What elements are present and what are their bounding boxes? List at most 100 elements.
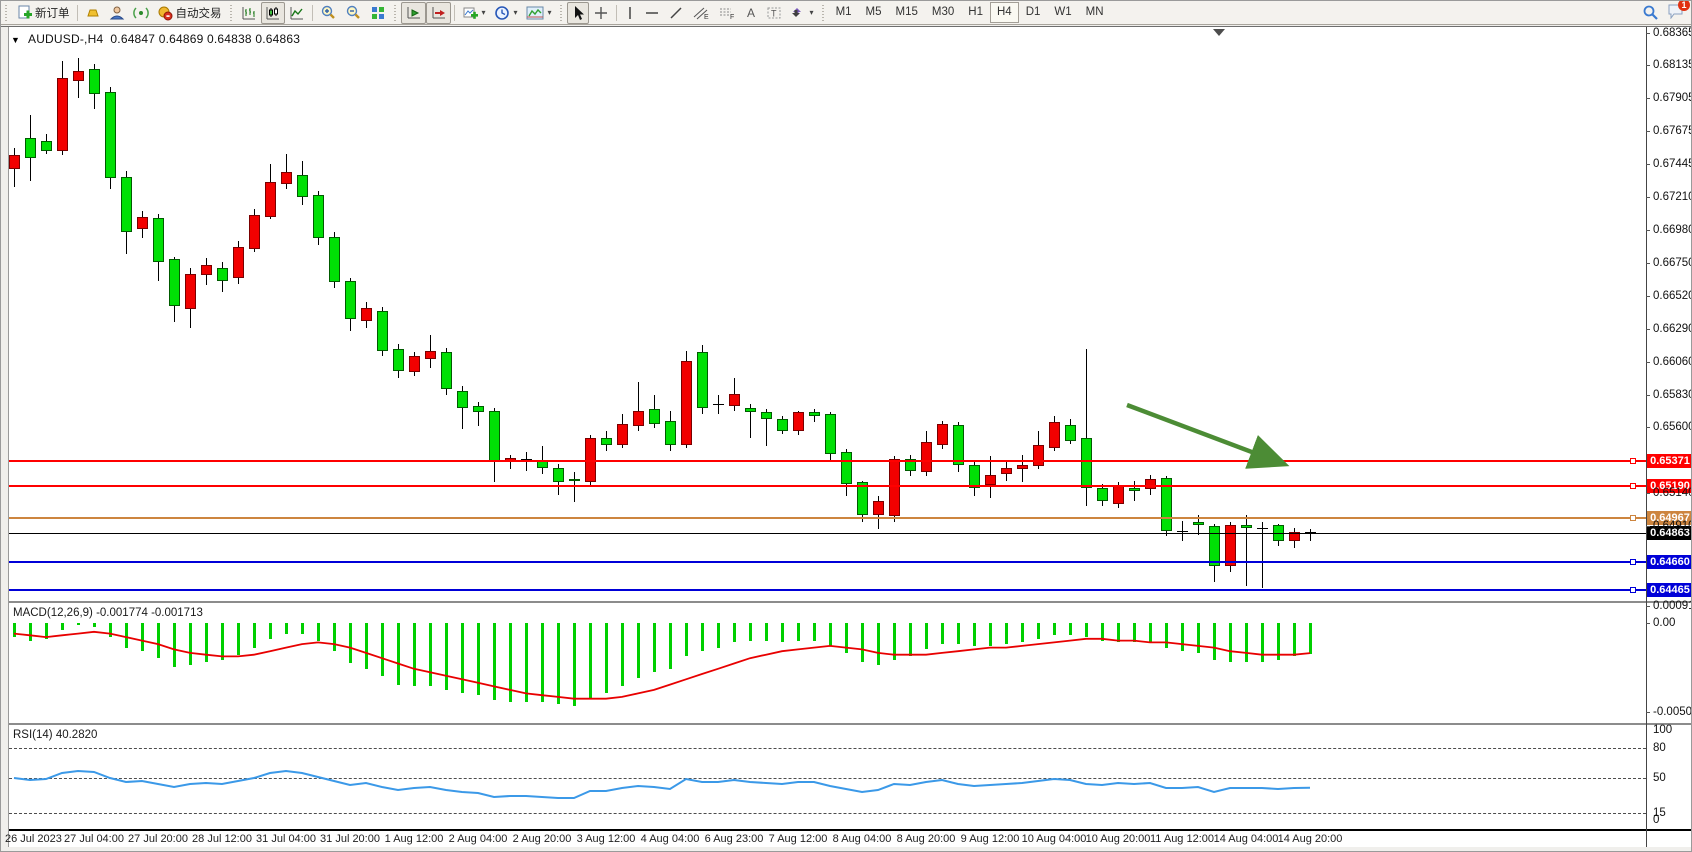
toolbar-grip[interactable] xyxy=(392,4,398,21)
macd-histogram-bar xyxy=(845,623,848,653)
tf-d1-button[interactable]: D1 xyxy=(1025,6,1041,18)
tf-m15-button[interactable]: M15 xyxy=(895,6,918,18)
toolbar-grip[interactable] xyxy=(4,4,9,21)
macd-histogram-bar xyxy=(221,623,224,660)
search-icon[interactable] xyxy=(1642,4,1659,21)
rsi-label: RSI(14) 40.2820 xyxy=(13,729,98,741)
cursor-icon xyxy=(574,5,584,20)
tf-m1-button[interactable]: M1 xyxy=(835,6,852,18)
time-label: 8 Aug 20:00 xyxy=(896,833,956,845)
svg-text:A: A xyxy=(747,6,755,20)
notification-count-badge: 1 xyxy=(1678,1,1690,11)
time-axis[interactable]: 26 Jul 2023 27 Jul 04:00 27 Jul 20:00 28 Ju… xyxy=(1,831,1646,847)
chart-shift-button[interactable] xyxy=(425,1,451,24)
candle xyxy=(153,217,164,263)
macd-tick-mark xyxy=(1646,712,1650,714)
macd-histogram-bar xyxy=(573,623,576,706)
price-axis[interactable]: 0.65371 0.65190 0.64967 0.64863 0.64660 0.644… xyxy=(1646,1,1691,851)
line-chart-button[interactable] xyxy=(285,2,309,24)
macd-histogram-bar xyxy=(941,623,944,645)
toolbar-grip[interactable] xyxy=(228,4,234,21)
candlestick-chart-button[interactable] xyxy=(260,1,285,24)
one-click-trading-toggle[interactable]: ▼ xyxy=(11,35,21,45)
candle-wick xyxy=(1134,480,1135,501)
line-handle[interactable] xyxy=(1630,559,1636,566)
template-icon xyxy=(526,6,544,19)
text-label-tool[interactable]: T xyxy=(762,2,786,24)
macd-histogram-bar xyxy=(557,623,560,704)
horizontal-line-0.64465[interactable] xyxy=(9,588,1646,591)
trendline-tool[interactable] xyxy=(664,2,688,24)
macd-histogram-bar xyxy=(637,623,640,678)
macd-histogram-bar xyxy=(301,623,304,634)
market-watch-button[interactable] xyxy=(81,2,105,24)
candle xyxy=(921,442,932,473)
price-pane[interactable] xyxy=(8,27,1647,601)
candle xyxy=(857,482,868,515)
macd-pane[interactable] xyxy=(8,603,1647,723)
fibonacci-tool[interactable]: F xyxy=(714,2,740,24)
price-tick-mark xyxy=(1646,525,1650,527)
channel-icon: E xyxy=(693,7,709,21)
chart-ohlc-values: 0.64847 0.64869 0.64838 0.64863 xyxy=(110,32,301,46)
bar-chart-button[interactable] xyxy=(237,2,261,24)
crosshair-button[interactable] xyxy=(589,2,613,24)
new-order-button[interactable]: 新订单 xyxy=(12,2,74,24)
vertical-line-tool[interactable] xyxy=(620,2,640,24)
time-label: 3 Aug 12:00 xyxy=(576,833,636,845)
equidistant-channel-tool[interactable]: E xyxy=(688,2,714,24)
cursor-button[interactable] xyxy=(566,1,589,24)
candle xyxy=(761,412,772,420)
axis-column xyxy=(1647,27,1691,847)
horizontal-line-0.64863[interactable] xyxy=(9,532,1646,534)
pane-separator-rsi[interactable] xyxy=(8,723,1691,725)
macd-histogram-bar xyxy=(413,623,416,687)
timeframe-menu-button[interactable]: ▾ xyxy=(490,2,522,24)
horizontal-line-0.64967[interactable] xyxy=(9,517,1646,520)
autotrading-button[interactable]: 自动交易 xyxy=(153,2,226,24)
tile-windows-button[interactable] xyxy=(366,2,390,24)
line-handle[interactable] xyxy=(1630,586,1636,593)
candle xyxy=(73,70,84,81)
arrows-tool[interactable]: ▾ xyxy=(786,2,818,24)
candle xyxy=(41,140,52,151)
auto-scroll-button[interactable] xyxy=(400,1,426,24)
toolbar-grip[interactable] xyxy=(820,4,826,21)
price-tick-mark xyxy=(1646,427,1650,429)
zoom-out-button[interactable] xyxy=(341,2,366,24)
navigator-button[interactable] xyxy=(105,2,129,24)
horizontal-line-tool[interactable] xyxy=(640,2,664,24)
text-tool[interactable]: A xyxy=(740,2,762,24)
tf-w1-button[interactable]: W1 xyxy=(1054,6,1072,18)
line-handle[interactable] xyxy=(1630,515,1636,522)
tf-m30-button[interactable]: M30 xyxy=(931,6,955,18)
price-tick-mark xyxy=(1646,98,1650,100)
zoom-in-button[interactable] xyxy=(316,2,341,24)
macd-histogram-bar xyxy=(973,623,976,646)
macd-histogram-bar xyxy=(253,623,256,648)
tf-h4-button[interactable]: H4 xyxy=(989,2,1019,23)
indicators-button[interactable]: ▾ xyxy=(458,2,490,24)
pane-separator-macd[interactable] xyxy=(8,601,1691,603)
time-label: 1 Aug 12:00 xyxy=(384,833,444,845)
templates-button[interactable]: ▾ xyxy=(522,2,556,24)
horizontal-line-0.64660[interactable] xyxy=(9,561,1646,564)
tf-h1-button[interactable]: H1 xyxy=(968,6,983,18)
candle xyxy=(217,267,228,281)
chart-shift-marker[interactable] xyxy=(1213,29,1225,36)
tf-m5-button[interactable]: M5 xyxy=(865,6,882,18)
signals-button[interactable] xyxy=(129,2,153,24)
line-handle[interactable] xyxy=(1630,457,1636,464)
rsi-tick-label: 0 xyxy=(1653,813,1660,826)
horizontal-line-0.65371[interactable] xyxy=(9,459,1646,462)
autotrading-label: 自动交易 xyxy=(175,7,222,20)
candle xyxy=(649,409,660,424)
price-tick-mark xyxy=(1646,197,1650,199)
horizontal-line-0.65190[interactable] xyxy=(9,485,1646,488)
tf-mn-button[interactable]: MN xyxy=(1085,6,1104,18)
notifications-button[interactable]: 1 xyxy=(1667,1,1690,22)
macd-histogram-bar xyxy=(365,623,368,669)
toolbar-grip[interactable] xyxy=(558,4,564,21)
candle xyxy=(569,479,580,482)
line-handle[interactable] xyxy=(1630,483,1636,490)
